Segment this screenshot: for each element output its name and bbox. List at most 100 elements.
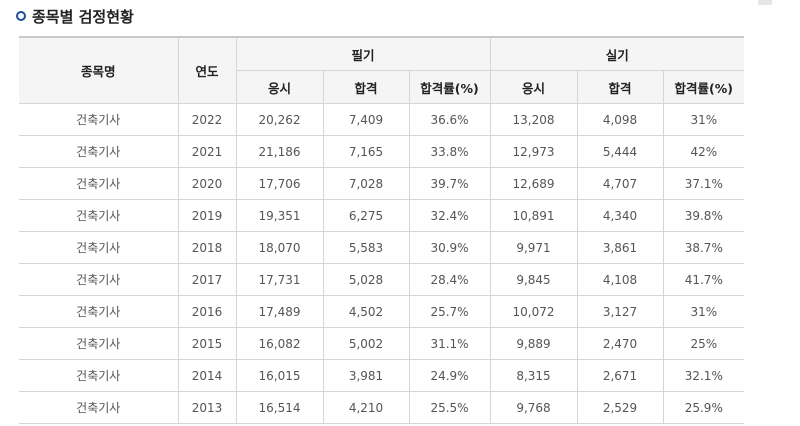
col-header-subject: 종목명 xyxy=(19,36,179,104)
cell-written-passed: 3,981 xyxy=(322,359,410,392)
cell-year: 2017 xyxy=(177,263,237,296)
exam-stats-table: 종목명 연도 필기 실기 응시 합격 합격률(%) 응시 합격 합격률(%) 건… xyxy=(19,36,745,424)
table-row: 건축기사 2016 17,489 4,502 25.7% 10,072 3,127 31% xyxy=(19,295,745,328)
cell-written-passed: 5,583 xyxy=(322,231,410,264)
cell-written-pass-rate: 31.1% xyxy=(408,327,491,360)
header-row-group: 종목명 연도 필기 실기 xyxy=(19,36,745,104)
col-header-year: 연도 xyxy=(177,36,237,104)
col-header-practical-pass-rate: 합격률(%) xyxy=(662,70,745,104)
cell-practical-passed: 4,707 xyxy=(576,167,664,200)
cell-written-pass-rate: 28.4% xyxy=(408,263,491,296)
cell-subject: 건축기사 xyxy=(19,391,179,424)
table-row: 건축기사 2019 19,351 6,275 32.4% 10,891 4,340 39.8% xyxy=(19,199,745,232)
cell-practical-passed: 4,108 xyxy=(576,263,664,296)
cell-practical-applicants: 13,208 xyxy=(489,103,578,136)
scrollbar[interactable] xyxy=(758,0,772,5)
cell-practical-pass-rate: 31% xyxy=(662,103,745,136)
cell-practical-applicants: 8,315 xyxy=(489,359,578,392)
cell-practical-applicants: 12,973 xyxy=(489,135,578,168)
cell-year: 2019 xyxy=(177,199,237,232)
cell-subject: 건축기사 xyxy=(19,359,179,392)
cell-written-applicants: 19,351 xyxy=(235,199,324,232)
cell-subject: 건축기사 xyxy=(19,167,179,200)
cell-year: 2015 xyxy=(177,327,237,360)
table-row: 건축기사 2015 16,082 5,002 31.1% 9,889 2,470 25% xyxy=(19,327,745,360)
cell-written-applicants: 21,186 xyxy=(235,135,324,168)
cell-year: 2021 xyxy=(177,135,237,168)
cell-practical-pass-rate: 25% xyxy=(662,327,745,360)
cell-practical-passed: 4,340 xyxy=(576,199,664,232)
col-header-written-passed: 합격 xyxy=(322,70,410,104)
cell-practical-pass-rate: 41.7% xyxy=(662,263,745,296)
cell-practical-applicants: 9,768 xyxy=(489,391,578,424)
col-header-written: 필기 xyxy=(235,36,491,71)
table-body: 건축기사 2022 20,262 7,409 36.6% 13,208 4,098 31% 건축… xyxy=(19,103,745,424)
cell-subject: 건축기사 xyxy=(19,295,179,328)
cell-written-applicants: 17,731 xyxy=(235,263,324,296)
cell-practical-applicants: 12,689 xyxy=(489,167,578,200)
cell-subject: 건축기사 xyxy=(19,231,179,264)
cell-practical-passed: 5,444 xyxy=(576,135,664,168)
cell-written-passed: 5,002 xyxy=(322,327,410,360)
cell-practical-passed: 2,529 xyxy=(576,391,664,424)
cell-subject: 건축기사 xyxy=(19,103,179,136)
cell-written-pass-rate: 36.6% xyxy=(408,103,491,136)
cell-practical-applicants: 9,971 xyxy=(489,231,578,264)
cell-practical-applicants: 9,889 xyxy=(489,327,578,360)
col-header-written-pass-rate: 합격률(%) xyxy=(408,70,491,104)
cell-year: 2022 xyxy=(177,103,237,136)
cell-practical-pass-rate: 31% xyxy=(662,295,745,328)
cell-written-pass-rate: 30.9% xyxy=(408,231,491,264)
cell-written-pass-rate: 33.8% xyxy=(408,135,491,168)
cell-practical-passed: 4,098 xyxy=(576,103,664,136)
cell-written-applicants: 16,082 xyxy=(235,327,324,360)
cell-year: 2013 xyxy=(177,391,237,424)
cell-year: 2016 xyxy=(177,295,237,328)
cell-written-applicants: 17,706 xyxy=(235,167,324,200)
table-row: 건축기사 2022 20,262 7,409 36.6% 13,208 4,098 31% xyxy=(19,103,745,136)
cell-year: 2014 xyxy=(177,359,237,392)
cell-subject: 건축기사 xyxy=(19,135,179,168)
cell-written-passed: 7,409 xyxy=(322,103,410,136)
cell-practical-applicants: 10,072 xyxy=(489,295,578,328)
cell-written-passed: 6,275 xyxy=(322,199,410,232)
cell-year: 2020 xyxy=(177,167,237,200)
table-row: 건축기사 2017 17,731 5,028 28.4% 9,845 4,108 41.7% xyxy=(19,263,745,296)
cell-practical-pass-rate: 37.1% xyxy=(662,167,745,200)
col-header-practical: 실기 xyxy=(489,36,745,71)
cell-written-applicants: 16,514 xyxy=(235,391,324,424)
section-title: 종목별 검정현황 xyxy=(32,7,134,26)
cell-written-pass-rate: 39.7% xyxy=(408,167,491,200)
cell-written-pass-rate: 32.4% xyxy=(408,199,491,232)
cell-written-pass-rate: 25.7% xyxy=(408,295,491,328)
cell-written-passed: 7,028 xyxy=(322,167,410,200)
cell-written-applicants: 20,262 xyxy=(235,103,324,136)
cell-written-applicants: 16,015 xyxy=(235,359,324,392)
cell-written-applicants: 17,489 xyxy=(235,295,324,328)
cell-practical-pass-rate: 42% xyxy=(662,135,745,168)
cell-practical-passed: 3,861 xyxy=(576,231,664,264)
cell-practical-passed: 3,127 xyxy=(576,295,664,328)
cell-subject: 건축기사 xyxy=(19,263,179,296)
cell-practical-passed: 2,470 xyxy=(576,327,664,360)
col-header-written-applicants: 응시 xyxy=(236,70,324,104)
table-row: 건축기사 2020 17,706 7,028 39.7% 12,689 4,707 37.1% xyxy=(19,167,745,200)
cell-practical-pass-rate: 32.1% xyxy=(662,359,745,392)
cell-practical-applicants: 10,891 xyxy=(489,199,578,232)
col-header-practical-passed: 합격 xyxy=(576,70,664,104)
cell-written-passed: 7,165 xyxy=(322,135,410,168)
section-heading: 종목별 검정현황 xyxy=(16,4,134,28)
cell-practical-applicants: 9,845 xyxy=(489,263,578,296)
table-row: 건축기사 2014 16,015 3,981 24.9% 8,315 2,671 32.1% xyxy=(19,359,745,392)
cell-year: 2018 xyxy=(177,231,237,264)
col-header-practical-applicants: 응시 xyxy=(489,70,578,104)
cell-written-applicants: 18,070 xyxy=(235,231,324,264)
cell-written-pass-rate: 24.9% xyxy=(408,359,491,392)
circle-bullet-icon xyxy=(16,11,26,21)
table-row: 건축기사 2021 21,186 7,165 33.8% 12,973 5,444 42% xyxy=(19,135,745,168)
cell-practical-passed: 2,671 xyxy=(576,359,664,392)
table-row: 건축기사 2013 16,514 4,210 25.5% 9,768 2,529 25.9% xyxy=(19,391,745,424)
cell-subject: 건축기사 xyxy=(19,327,179,360)
cell-written-pass-rate: 25.5% xyxy=(408,391,491,424)
